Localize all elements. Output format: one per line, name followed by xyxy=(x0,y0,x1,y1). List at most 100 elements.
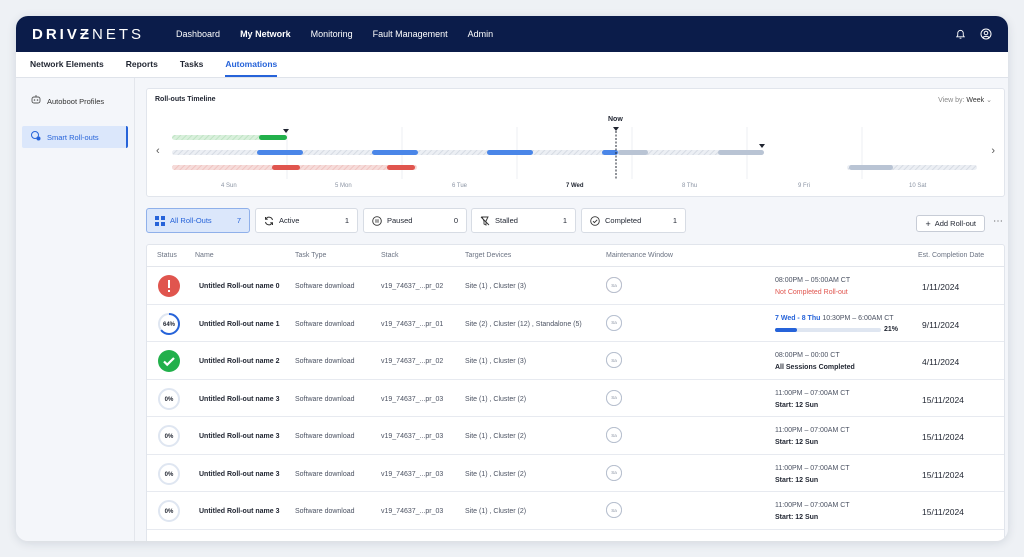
table-row[interactable]: 0% Untitled Roll-out name 3 Software downl… xyxy=(147,492,1004,530)
sidebar-item-autoboot-profiles[interactable]: Autoboot Profiles xyxy=(22,90,128,112)
timeline-bar xyxy=(272,165,300,170)
completion-date: 1/11/2024 xyxy=(922,282,960,292)
task-type: Software download xyxy=(295,358,355,365)
progress-ring: 0% xyxy=(158,500,180,522)
stack: v19_74637_...pr_02 xyxy=(381,358,444,365)
day-label: 10 Sat xyxy=(909,183,927,189)
window-progress-bar xyxy=(775,327,881,332)
tab-automations[interactable]: Automations xyxy=(225,59,278,77)
plus-icon: + xyxy=(925,218,931,229)
target-devices: Site (1) , Cluster (2) xyxy=(465,395,527,403)
filter-completed[interactable]: Completed 1 xyxy=(581,208,686,233)
table-row[interactable]: Untitled Roll-out name 0 Software downloa… xyxy=(147,267,1004,305)
bell-icon[interactable] xyxy=(955,29,966,40)
filter-stalled[interactable]: Stalled 1 xyxy=(471,208,576,233)
marker-icon xyxy=(759,144,765,148)
app-window: DRIVƵNETS Dashboard My Network Monitorin… xyxy=(16,16,1008,541)
maintenance-window-status: Not Completed Roll-out xyxy=(775,289,848,296)
stack: v19_74637_...pr_03 xyxy=(381,470,444,478)
header-target-devices[interactable]: Target Devices xyxy=(465,252,512,259)
sidebar-item-label: Autoboot Profiles xyxy=(47,96,105,106)
nav-fault-management[interactable]: Fault Management xyxy=(372,29,448,39)
top-nav: DRIVƵNETS Dashboard My Network Monitorin… xyxy=(16,16,1008,52)
header-maintenance-window[interactable]: Maintenance Window xyxy=(606,252,673,259)
progress-label: 0% xyxy=(165,434,174,440)
tab-reports[interactable]: Reports xyxy=(125,59,158,69)
filter-paused[interactable]: Paused 0 xyxy=(363,208,467,233)
day-label-current: 7 Wed xyxy=(566,183,584,189)
header-stack[interactable]: Stack xyxy=(381,252,399,259)
stack: v19_74637_...pr_03 xyxy=(381,395,444,403)
chevron-down-icon: ⌄ xyxy=(986,97,992,104)
sidebar-item-smart-rollouts[interactable]: Smart Roll-outs xyxy=(22,126,128,148)
table-row[interactable]: 0% Untitled Roll-out name 3 Software downl… xyxy=(147,417,1004,455)
header-status[interactable]: Status xyxy=(157,252,177,259)
user-icon[interactable] xyxy=(980,28,992,40)
rollout-name[interactable]: Untitled Roll-out name 2 xyxy=(199,358,280,365)
task-type: Software download xyxy=(295,433,355,440)
timeline-bar xyxy=(387,165,415,170)
completion-date: 9/11/2024 xyxy=(922,319,960,330)
completion-date: 15/11/2024 xyxy=(922,469,964,480)
nav-my-network[interactable]: My Network xyxy=(240,29,291,39)
stack: v19_74637_...pr_01 xyxy=(381,320,444,328)
target-devices: Site (1) , Cluster (3) xyxy=(465,283,527,290)
check-circle-icon xyxy=(590,215,600,226)
now-label: Now xyxy=(608,116,623,123)
target-devices: Site (1) , Cluster (2) xyxy=(465,470,527,478)
rollout-name[interactable]: Untitled Roll-out name 3 xyxy=(199,508,280,515)
timeline-bar xyxy=(372,150,418,155)
maintenance-window-status: Start: 12 Sun xyxy=(775,401,819,409)
completion-date: 15/11/2024 xyxy=(922,432,964,442)
header-name[interactable]: Name xyxy=(195,252,214,259)
marker-icon xyxy=(283,129,289,133)
success-status-icon xyxy=(158,350,180,372)
table-row[interactable]: 0% Untitled Roll-out name 3 Software downl… xyxy=(147,455,1004,492)
rollout-name[interactable]: Untitled Roll-out name 0 xyxy=(199,283,280,290)
day-badge: Sa xyxy=(606,314,622,331)
sub-nav: Network Elements Reports Tasks Automatio… xyxy=(16,52,1008,78)
maintenance-window-time: 7 Wed - 8 Thu 10:30PM – 6:00AM CT xyxy=(775,314,894,322)
completion-date: 15/11/2024 xyxy=(922,394,964,405)
table-body: Untitled Roll-out name 0 Software downloa… xyxy=(147,267,1004,530)
rollout-name[interactable]: Untitled Roll-out name 3 xyxy=(199,433,280,440)
rollout-name[interactable]: Untitled Roll-out name 3 xyxy=(199,470,280,478)
maintenance-window-status: Start: 12 Sun xyxy=(775,439,819,446)
rollouts-timeline: Roll-outs Timeline View by: Week ⌄ ‹ › N… xyxy=(146,88,1005,197)
progress-label: 0% xyxy=(165,509,174,515)
table-header: Status Name Task Type Stack Target Devic… xyxy=(147,245,1004,267)
add-rollout-button[interactable]: + Add Roll-out xyxy=(916,215,985,232)
day-label: 9 Fri xyxy=(798,183,810,189)
tab-tasks[interactable]: Tasks xyxy=(179,59,204,69)
chevron-left-icon[interactable]: ‹ xyxy=(156,145,160,157)
header-task-type[interactable]: Task Type xyxy=(295,252,327,259)
table-row[interactable]: 0% Untitled Roll-out name 3 Software downl… xyxy=(147,380,1004,417)
grid-icon xyxy=(155,215,165,226)
day-label: 4 Sun xyxy=(221,183,237,189)
nav-dashboard[interactable]: Dashboard xyxy=(176,29,221,39)
filter-active[interactable]: Active 1 xyxy=(255,208,358,233)
progress-label: 0% xyxy=(165,472,174,478)
chevron-right-icon[interactable]: › xyxy=(991,145,995,157)
day-badge: Sa xyxy=(606,427,622,443)
progress-ring: 64% xyxy=(158,312,180,335)
maintenance-window-status: Start: 12 Sun xyxy=(775,476,819,484)
timeline-chart: 4 Sun 5 Mon 6 Tue 7 Wed 8 Thu 9 Fri 10 S… xyxy=(172,127,977,189)
day-badge: Sa xyxy=(606,352,622,368)
nav-admin[interactable]: Admin xyxy=(467,29,494,39)
rollout-name[interactable]: Untitled Roll-out name 3 xyxy=(199,395,280,403)
logo: DRIVƵNETS xyxy=(32,25,145,43)
table-row[interactable]: Untitled Roll-out name 2 Software downloa… xyxy=(147,342,1004,380)
more-icon[interactable]: ⋯ xyxy=(993,216,1003,227)
nav-monitoring[interactable]: Monitoring xyxy=(310,29,353,39)
filter-all-rollouts[interactable]: All Roll-Outs 7 xyxy=(146,208,250,233)
stack: v19_74637_...pr_03 xyxy=(381,433,444,440)
tab-network-elements[interactable]: Network Elements xyxy=(30,59,104,69)
view-by-select[interactable]: View by: Week ⌄ xyxy=(938,97,992,104)
sidebar-item-label: Smart Roll-outs xyxy=(47,132,99,142)
table-row[interactable]: 64% Untitled Roll-out name 1 Software down… xyxy=(147,305,1004,342)
rollout-name[interactable]: Untitled Roll-out name 1 xyxy=(199,320,280,328)
header-completion-date[interactable]: Est. Completion Date xyxy=(918,252,985,259)
task-type: Software download xyxy=(295,320,355,328)
stack: v19_74637_...pr_03 xyxy=(381,508,444,515)
